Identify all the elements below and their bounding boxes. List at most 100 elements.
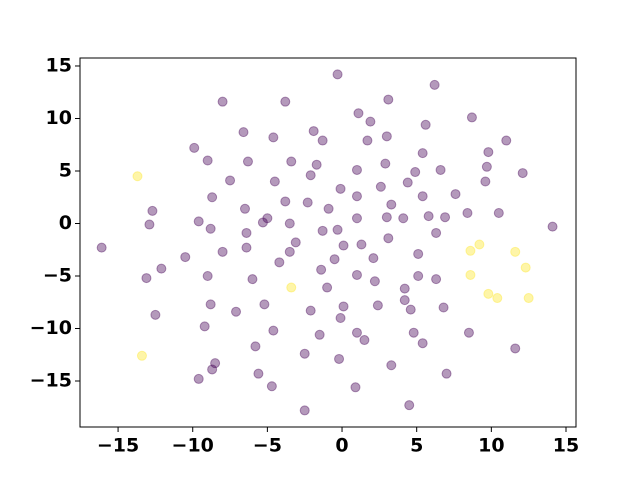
point: [413, 248, 424, 259]
point: [96, 242, 107, 253]
point: [180, 252, 191, 263]
point: [144, 219, 155, 230]
x-tick-label: 15: [553, 435, 579, 457]
point: [132, 171, 143, 182]
point: [231, 306, 242, 317]
point: [402, 177, 413, 188]
point: [280, 196, 291, 207]
point: [413, 270, 424, 281]
point: [205, 223, 216, 234]
point: [189, 142, 200, 153]
point: [284, 246, 295, 257]
point: [268, 132, 279, 143]
point: [262, 213, 273, 224]
point: [286, 282, 297, 293]
point: [350, 382, 361, 393]
point: [483, 288, 494, 299]
point: [450, 189, 461, 200]
point: [332, 224, 343, 235]
point: [156, 263, 167, 274]
point: [474, 239, 485, 250]
point: [351, 191, 362, 202]
point: [481, 161, 492, 172]
point: [207, 364, 218, 375]
point: [510, 343, 521, 354]
point: [501, 135, 512, 146]
point: [322, 282, 333, 293]
point: [435, 164, 446, 175]
point: [305, 170, 316, 181]
point: [410, 167, 421, 178]
point: [250, 341, 261, 352]
point: [381, 212, 392, 223]
point: [302, 197, 313, 208]
point: [202, 155, 213, 166]
point: [359, 335, 370, 346]
point: [338, 240, 349, 251]
point: [372, 300, 383, 311]
point: [335, 183, 346, 194]
point: [316, 264, 327, 275]
x-tick-label: −15: [97, 435, 139, 457]
point: [150, 309, 161, 320]
point: [317, 135, 328, 146]
point: [429, 79, 440, 90]
point: [375, 181, 386, 192]
point: [353, 108, 364, 119]
point: [408, 327, 419, 338]
point: [247, 274, 258, 285]
point: [465, 269, 476, 280]
point: [193, 373, 204, 384]
point: [241, 227, 252, 238]
point: [290, 237, 301, 248]
point: [323, 203, 334, 214]
point: [386, 199, 397, 210]
point: [369, 276, 380, 287]
point: [335, 313, 346, 324]
x-tick-label: 10: [478, 435, 504, 457]
point: [217, 246, 228, 257]
point: [417, 191, 428, 202]
point: [463, 327, 474, 338]
point: [241, 242, 252, 253]
point: [431, 227, 442, 238]
point: [305, 305, 316, 316]
point: [399, 283, 410, 294]
y-tick-label: −10: [30, 317, 72, 339]
x-tick-label: 5: [410, 435, 423, 457]
point: [253, 368, 264, 379]
y-tick-label: 0: [59, 212, 72, 234]
y-tick-label: 10: [46, 107, 72, 129]
x-tick-label: −5: [253, 435, 282, 457]
point: [466, 112, 477, 123]
point: [404, 400, 415, 411]
point: [202, 270, 213, 281]
point: [465, 245, 476, 256]
point: [380, 158, 391, 169]
point: [259, 299, 270, 310]
point: [299, 348, 310, 359]
point: [274, 257, 285, 268]
point: [356, 239, 367, 250]
point: [207, 192, 218, 203]
point: [147, 205, 158, 216]
x-tick-label: 0: [335, 435, 348, 457]
point: [383, 94, 394, 105]
point: [431, 274, 442, 285]
point: [317, 225, 328, 236]
plot-frame: [79, 57, 577, 428]
point: [523, 293, 534, 304]
point: [334, 353, 345, 364]
point: [351, 213, 362, 224]
point: [314, 329, 325, 340]
point: [210, 358, 221, 369]
point: [362, 135, 373, 146]
point: [381, 131, 392, 142]
point: [405, 304, 416, 315]
point: [368, 253, 379, 264]
point: [280, 96, 291, 107]
y-tick-label: −15: [30, 370, 72, 392]
point: [480, 176, 491, 187]
